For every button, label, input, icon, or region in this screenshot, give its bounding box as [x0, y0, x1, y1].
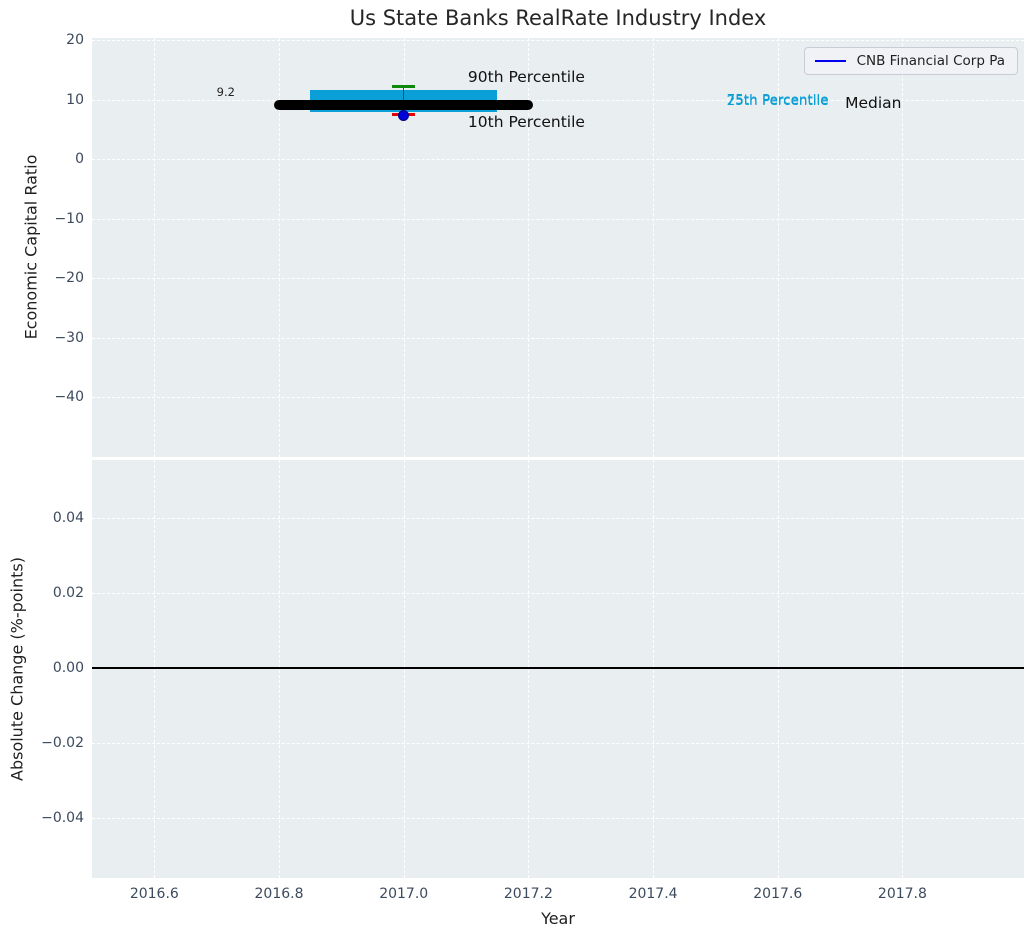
h-gridline	[92, 397, 1024, 398]
top-y-axis-label: Economic Capital Ratio	[22, 155, 41, 340]
top-axes-economic-capital-ratio: 90th Percentile10th Percentile75th Perce…	[92, 38, 1024, 457]
y-tick-label: −30	[4, 329, 84, 347]
y-tick-label: −0.04	[4, 809, 84, 827]
h-gridline	[92, 593, 1024, 594]
x-tick-label: 2017.4	[608, 885, 698, 903]
h-gridline	[92, 40, 1024, 41]
median-line	[274, 100, 533, 110]
h-gridline	[92, 818, 1024, 819]
h-gridline	[92, 518, 1024, 519]
y-tick-label: 20	[4, 31, 84, 49]
y-tick-label: 0.04	[4, 509, 84, 527]
y-tick-label: 0.00	[4, 659, 84, 677]
annotation-p10-label: 10th Percentile	[468, 113, 585, 132]
annotation-median-label: Median	[845, 94, 901, 113]
legend-label: CNB Financial Corp Pa	[857, 53, 1005, 69]
figure-canvas: Us State Banks RealRate Industry Index E…	[0, 0, 1034, 942]
x-tick-label: 2017.6	[733, 885, 823, 903]
y-tick-label: 0	[4, 150, 84, 168]
90th-percentile-cap	[392, 85, 414, 88]
y-tick-label: −20	[4, 269, 84, 287]
v-gridline	[902, 38, 903, 457]
annotation-p25-label: 25th Percentile	[727, 93, 829, 110]
legend-line-sample	[815, 60, 846, 63]
legend: CNB Financial Corp Pa	[804, 47, 1018, 75]
x-tick-label: 2016.8	[234, 885, 324, 903]
h-gridline	[92, 159, 1024, 160]
y-tick-label: −10	[4, 210, 84, 228]
x-axis-label: Year	[92, 909, 1024, 928]
v-gridline	[154, 38, 155, 457]
x-tick-label: 2017.2	[483, 885, 573, 903]
y-tick-label: −0.02	[4, 734, 84, 752]
y-tick-label: −40	[4, 388, 84, 406]
annotation-p90-label: 90th Percentile	[468, 68, 585, 87]
v-gridline	[653, 38, 654, 457]
y-tick-label: 0.02	[4, 584, 84, 602]
zero-change-line	[92, 667, 1024, 669]
bottom-axes-absolute-change	[92, 460, 1024, 878]
x-tick-label: 2017.0	[359, 885, 449, 903]
h-gridline	[92, 743, 1024, 744]
x-tick-label: 2016.6	[109, 885, 199, 903]
annotation-median-value-label: 9.2	[217, 85, 235, 99]
h-gridline	[92, 278, 1024, 279]
y-tick-label: 10	[4, 91, 84, 109]
company-value-dot	[398, 110, 409, 121]
chart-title: Us State Banks RealRate Industry Index	[92, 6, 1024, 30]
x-tick-label: 2017.8	[857, 885, 947, 903]
h-gridline	[92, 219, 1024, 220]
h-gridline	[92, 338, 1024, 339]
